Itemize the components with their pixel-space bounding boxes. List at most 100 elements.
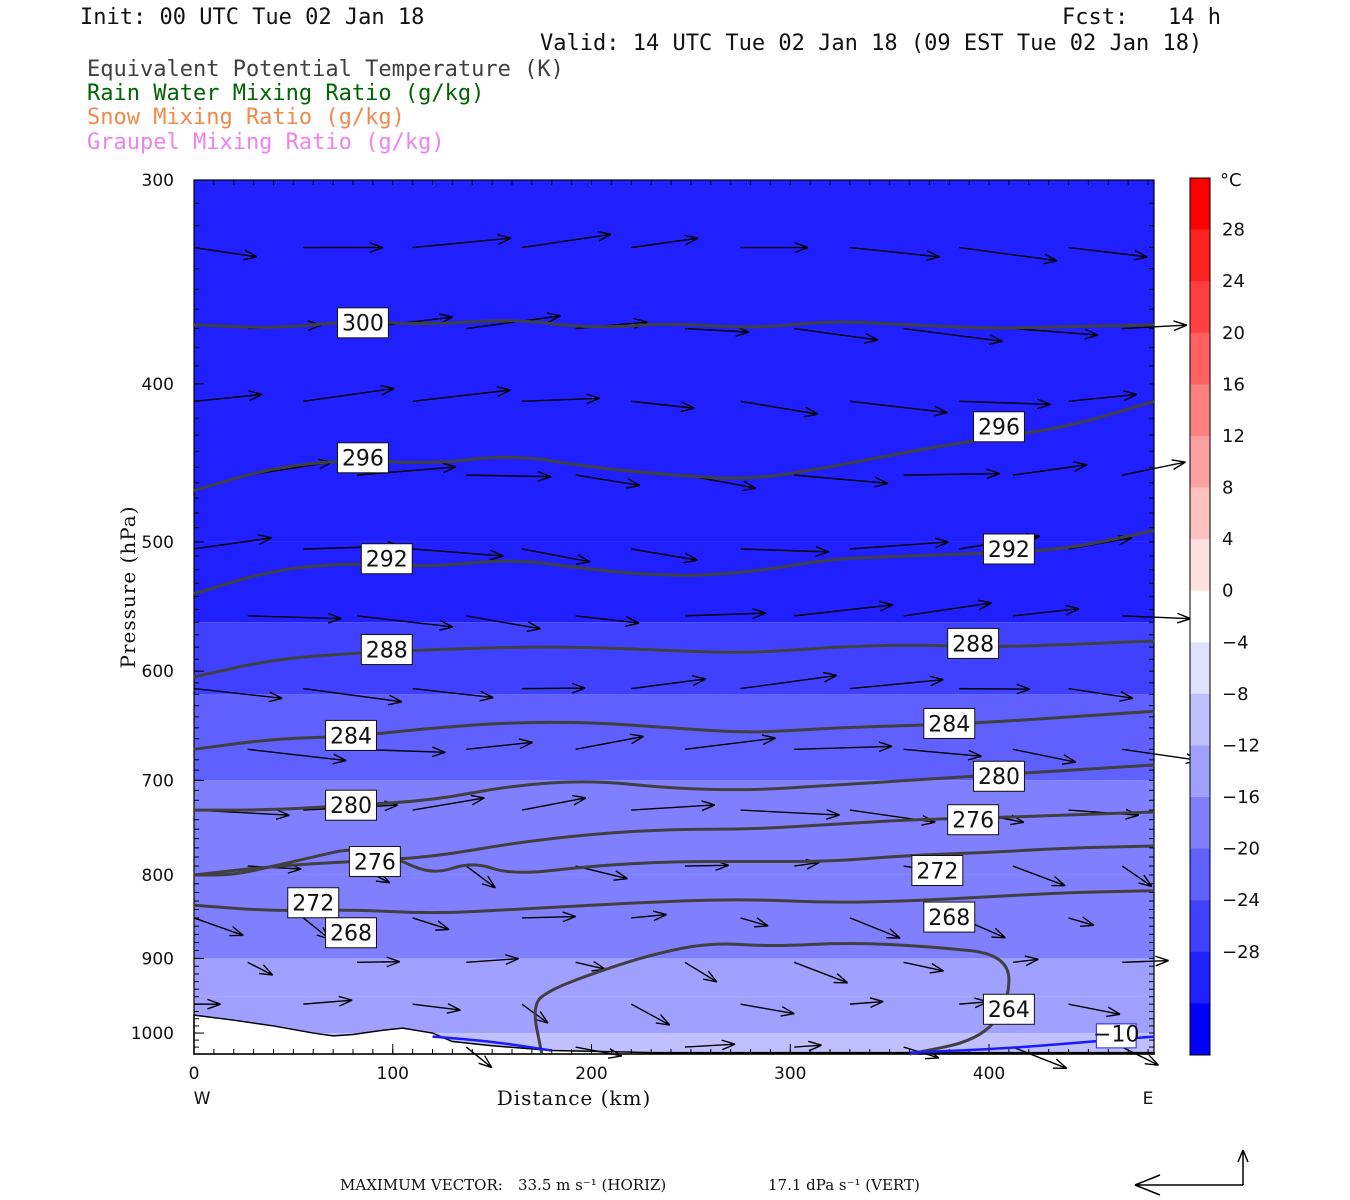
theta-e-contours	[193, 319, 1155, 1056]
theta-e-label: 272	[916, 859, 958, 884]
wind-arrow	[303, 242, 384, 253]
wind-arrow	[1122, 612, 1191, 624]
wind-arrow	[303, 995, 353, 1007]
colorbar-swatch	[1190, 539, 1210, 592]
wind-arrow	[193, 246, 258, 261]
wind-arrow	[575, 1046, 623, 1059]
wind-arrow	[740, 808, 840, 820]
wind-arrow	[356, 615, 454, 631]
wind-arrow	[849, 537, 949, 550]
wind-arrow	[466, 954, 519, 965]
theta-e-label-box	[923, 707, 976, 739]
wind-arrow	[1012, 461, 1088, 476]
wind-arrow	[356, 956, 401, 968]
x-tick-label: 100	[377, 1064, 409, 1084]
theta-e-label-box	[973, 411, 1025, 443]
colorbar-tick-label: −4	[1222, 632, 1249, 653]
colorbar-swatch	[1190, 797, 1210, 850]
wind-arrow	[631, 675, 707, 690]
theta-e-label-box	[360, 634, 413, 666]
wind-arrow	[466, 615, 541, 632]
colorbar-tick-label: 28	[1222, 220, 1245, 241]
wind-arrow	[740, 400, 819, 418]
colorbar-tick-label: −16	[1222, 787, 1260, 808]
wind-arrow	[1012, 748, 1077, 765]
forecast-hour: Fcst: 14 h	[1062, 5, 1221, 30]
wind-arrow	[412, 917, 450, 931]
theta-e-label: 300	[342, 312, 384, 337]
theta-e-label: 296	[978, 416, 1020, 441]
wind-vectors	[193, 230, 1200, 1070]
theta-e-label-box	[336, 307, 389, 339]
theta-e-line	[193, 529, 1155, 596]
colorbar-tick-label: 20	[1222, 323, 1245, 344]
wind-arrow	[849, 997, 884, 1008]
wind-arrow	[1012, 604, 1080, 617]
wind-arrow	[193, 687, 283, 703]
wind-arrow	[465, 865, 496, 889]
colorbar-swatch	[1190, 384, 1210, 437]
theta-e-label: 296	[342, 447, 384, 472]
wind-arrow	[740, 671, 838, 690]
colorbar-frame	[1189, 177, 1211, 1056]
wind-arrow	[1012, 865, 1066, 887]
theta-e-label: 288	[366, 638, 408, 663]
x-tick-label: 0	[189, 1064, 200, 1084]
max-vector-vert: 17.1 dPa s⁻¹ (VERT)	[768, 1176, 920, 1194]
valid-time: Valid: 14 UTC Tue 02 Jan 18 (09 EST Tue …	[540, 31, 1203, 56]
wind-arrow	[412, 233, 512, 249]
wind-arrow	[412, 1003, 461, 1014]
wind-arrow	[794, 600, 894, 617]
wind-arrow	[684, 734, 776, 750]
wind-arrow	[303, 384, 395, 403]
x-east-label: E	[1143, 1089, 1154, 1109]
y-tick-label: 300	[142, 171, 174, 191]
wind-arrow	[794, 474, 889, 488]
wind-arrow	[903, 748, 982, 761]
wind-arrow	[849, 246, 941, 261]
wind-arrow	[903, 961, 945, 974]
theta-e-label-box	[911, 855, 964, 887]
theta-e-label: 276	[952, 809, 994, 834]
wind-arrow	[849, 400, 948, 417]
wind-arrow	[903, 327, 1003, 346]
theta-e-label: 272	[292, 892, 334, 917]
wind-arrow	[521, 794, 587, 811]
wind-arrow	[959, 398, 1051, 410]
colorbar-swatch	[1190, 900, 1210, 953]
y-tick-label: 900	[142, 949, 174, 969]
legend-graupel: Graupel Mixing Ratio (g/kg)	[87, 130, 445, 155]
theta-e-line	[193, 319, 1155, 330]
x-tick-label: 400	[973, 1064, 1005, 1084]
theta-e-label-box	[287, 887, 340, 919]
wind-arrow	[1122, 955, 1169, 967]
theta-e-line	[194, 763, 1155, 812]
wind-arrow	[303, 687, 403, 706]
wind-arrow	[793, 961, 849, 984]
theta-e-label: 280	[978, 765, 1020, 790]
wind-arrow	[1012, 327, 1099, 340]
x-west-label: W	[194, 1089, 211, 1109]
wind-arrow	[412, 687, 494, 702]
wind-arrow	[849, 675, 944, 690]
wind-arrow	[412, 794, 485, 811]
theta-e-label: 268	[330, 922, 372, 947]
legend-snow: Snow Mixing Ratio (g/kg)	[87, 105, 405, 130]
wind-arrow	[903, 599, 992, 617]
legend-theta-e: Equivalent Potential Temperature (K)	[87, 57, 564, 82]
wind-arrow	[1012, 1046, 1068, 1070]
colorbar-swatch	[1190, 435, 1210, 489]
colorbar-tick-label: −8	[1222, 684, 1249, 705]
colorbar-swatch	[1190, 951, 1210, 1004]
x-tick-label: 200	[575, 1064, 607, 1084]
colorbar-tick-label: −24	[1222, 890, 1260, 911]
y-tick-label: 1000	[131, 1024, 174, 1044]
wind-arrow	[575, 733, 644, 750]
wind-arrow	[740, 1003, 795, 1017]
wind-arrow	[1068, 916, 1095, 928]
theta-e-label: 284	[928, 712, 970, 737]
temp-contour-label-box	[1095, 1023, 1137, 1049]
colorbar-tick-label: −20	[1222, 839, 1260, 860]
wind-arrow	[684, 961, 718, 983]
